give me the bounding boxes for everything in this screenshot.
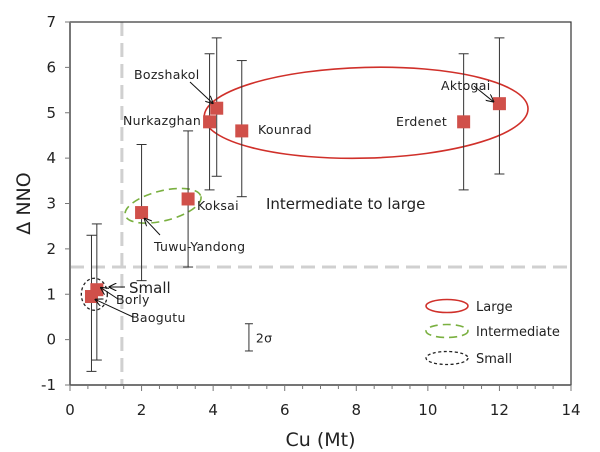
legend-label-large: Large [476, 300, 513, 315]
region-label-intermediate-to-large: Intermediate to large [266, 195, 425, 213]
x-tick-label: 2 [137, 401, 147, 419]
arrow-aktogai [473, 85, 493, 102]
legend-swatch-small [425, 350, 469, 366]
arrow-baogutu [95, 300, 134, 318]
legend-label-intermediate: Intermediate [476, 325, 560, 340]
point-labels: Aktogai Erdenet Bozshakol Nurkazghan Kounrad… [95, 67, 493, 325]
data-marker-kounrad [235, 124, 249, 138]
data-marker-bozshakol [210, 101, 224, 115]
data-marker-erdenet [457, 115, 471, 129]
arrow-bozshakol [189, 81, 213, 103]
data-marker-nurkazghan [203, 115, 217, 129]
x-tick-label: 6 [280, 401, 290, 419]
legend: Large Intermediate Small [425, 298, 560, 367]
point-label-borly: Borly [116, 292, 150, 307]
arrow-tuwu-yandong [145, 219, 161, 236]
x-tick-label: 0 [65, 401, 75, 419]
y-tick-label: 3 [46, 195, 56, 213]
x-tick-label: 12 [490, 401, 509, 419]
y-tick-label: 2 [46, 240, 56, 258]
point-label-tuwu-yandong: Tuwu-Yandong [153, 239, 245, 254]
data-marker-borly [90, 283, 104, 297]
region-label-small: Small [129, 279, 171, 297]
group-ellipses [80, 66, 529, 311]
point-label-koksai: Koksai [197, 198, 239, 213]
point-label-kounrad: Kounrad [258, 122, 312, 137]
legend-swatch-intermediate [425, 323, 469, 339]
reference-lines [70, 22, 571, 385]
x-tick-label: 14 [561, 401, 580, 419]
y-tick-label: 7 [46, 13, 56, 31]
sigma-label: 2σ [256, 330, 272, 345]
legend-swatch-large [425, 298, 469, 314]
y-tick-label: 6 [46, 58, 56, 76]
x-tick-label: 10 [418, 401, 437, 419]
intermediate-group-ellipse [124, 187, 202, 224]
arrow-borly [101, 288, 119, 300]
y-axis-title: Δ NNO [13, 172, 35, 234]
point-label-aktogai: Aktogai [441, 78, 491, 93]
legend-label-small: Small [476, 352, 512, 367]
y-tick-label: -1 [41, 376, 56, 394]
y-tick-label: 4 [46, 149, 56, 167]
data-marker-tuwu-yandong [135, 206, 149, 220]
point-label-erdenet: Erdenet [396, 114, 447, 129]
point-label-bozshakol: Bozshakol [134, 67, 200, 82]
x-axis-title: Cu (Mt) [285, 429, 355, 451]
point-label-baogutu: Baogutu [131, 310, 186, 325]
point-label-nurkazghan: Nurkazghan [123, 113, 201, 128]
y-tick-label: 5 [46, 104, 56, 122]
y-tick-label: 1 [46, 285, 56, 303]
x-tick-label: 8 [352, 401, 362, 419]
data-marker-koksai [181, 192, 195, 206]
x-tick-label: 4 [208, 401, 218, 419]
y-tick-label: 0 [46, 331, 56, 349]
data-marker-aktogai [492, 97, 506, 111]
